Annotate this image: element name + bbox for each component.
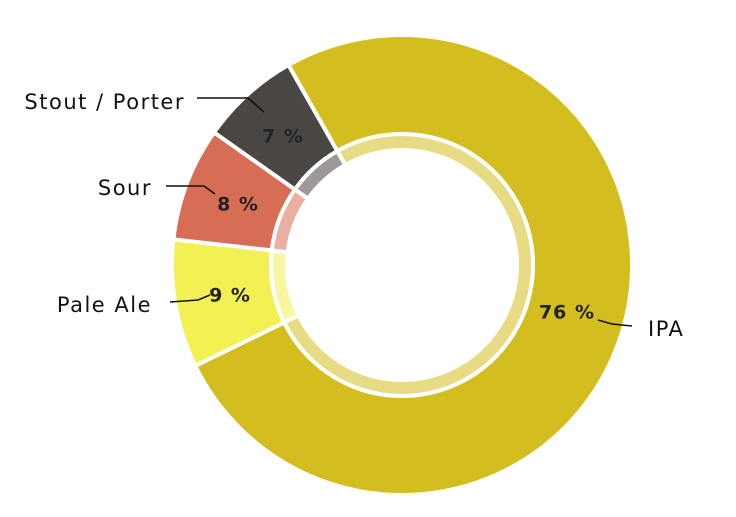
value-label: 8 %: [217, 194, 259, 216]
leader-line: [197, 97, 265, 113]
category-label: IPA: [648, 317, 684, 341]
leader-line: [169, 294, 211, 303]
value-label: 7 %: [262, 126, 304, 148]
category-label: Stout / Porter: [24, 90, 185, 114]
category-label: Sour: [98, 176, 152, 200]
value-label: 76 %: [539, 302, 595, 324]
slice-inner-ring: [292, 148, 348, 202]
category-label: Pale Ale: [57, 293, 152, 317]
leader-line: [597, 319, 633, 327]
leader-line: [166, 185, 216, 195]
value-label: 9 %: [209, 285, 251, 307]
